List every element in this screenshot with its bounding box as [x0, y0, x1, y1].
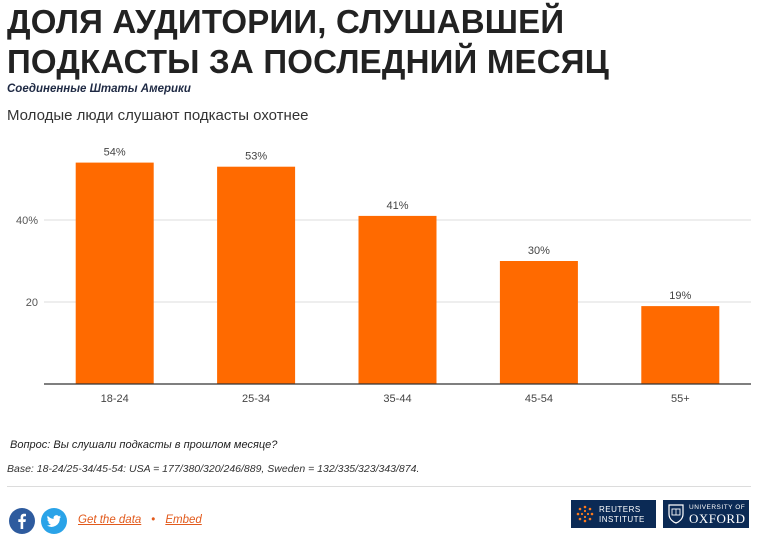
question-note: Вопрос: Вы слушали подкасты в прошлом ме…	[10, 439, 278, 451]
bar-45-54	[499, 261, 578, 384]
data-label: 19%	[669, 290, 691, 302]
twitter-share-button[interactable]	[41, 508, 67, 534]
data-label: 41%	[386, 200, 408, 212]
oxford-line1: UNIVERSITY OF	[689, 504, 746, 511]
footer-divider	[7, 486, 751, 487]
facebook-icon	[18, 513, 26, 529]
x-tick-label: 18-24	[101, 393, 129, 405]
footer-links: Get the data • Embed	[78, 514, 202, 526]
data-label: 53%	[245, 151, 267, 163]
x-tick-label: 55+	[671, 393, 690, 405]
y-tick-label: 40%	[16, 215, 38, 227]
bar-18-24	[75, 162, 154, 384]
oxford-logo[interactable]: UNIVERSITY OF OXFORD	[663, 500, 749, 528]
facebook-share-button[interactable]	[9, 508, 35, 534]
reuters-line1: REUTERS	[599, 505, 641, 514]
oxford-line2: OXFORD	[689, 511, 746, 526]
data-label: 30%	[528, 245, 550, 257]
reuters-dots-icon	[576, 505, 594, 523]
separator-dot: •	[151, 514, 156, 526]
x-tick-label: 45-54	[525, 393, 553, 405]
oxford-crest-icon	[668, 504, 684, 524]
reuters-line2: INSTITUTE	[599, 515, 645, 524]
x-tick-label: 35-44	[383, 393, 411, 405]
get-data-link[interactable]: Get the data	[78, 514, 142, 526]
base-note: Base: 18-24/25-34/45-54: USA = 177/380/3…	[7, 463, 420, 475]
reuters-institute-logo[interactable]: REUTERS INSTITUTE	[571, 500, 656, 528]
bar-chart: 20 40% 54% 18-24 53% 25-34 41% 35-44 30% 45-54 19%…	[16, 147, 751, 405]
y-tick-label: 20	[26, 297, 38, 309]
bar-25-34	[217, 166, 296, 384]
chart-caption: Молодые люди слушают подкасты охотнее	[7, 107, 309, 124]
embed-link[interactable]: Embed	[165, 514, 202, 526]
chart-title: ДОЛЯ АУДИТОРИИ, СЛУШАВШЕЙ ПОДКАСТЫ ЗА ПО…	[7, 3, 609, 80]
twitter-icon	[47, 515, 61, 527]
chart-subtitle: Соединенные Штаты Америки	[7, 83, 191, 95]
bar-35-44	[358, 215, 437, 384]
data-label: 54%	[104, 147, 126, 159]
bar-55+	[641, 306, 720, 384]
x-tick-label: 25-34	[242, 393, 270, 405]
